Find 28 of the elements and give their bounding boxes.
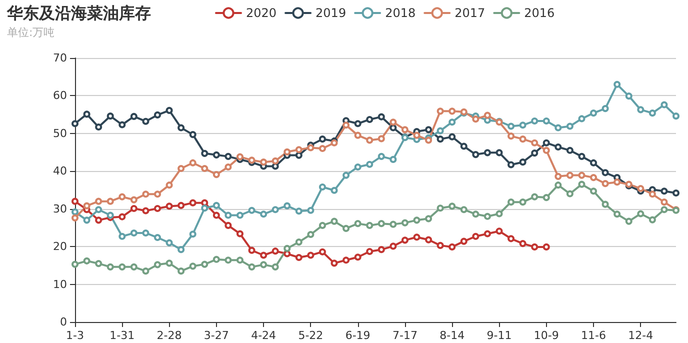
x-tick-label: 3-27 [204, 329, 229, 342]
y-tick-label: 60 [53, 89, 67, 102]
x-tick-label: 8-14 [440, 329, 465, 342]
legend-label: 2018 [385, 6, 416, 20]
x-tick-label: 1-3 [66, 329, 84, 342]
y-tick-label: 40 [53, 164, 67, 178]
chart-subtitle: 单位:万吨 [7, 26, 55, 39]
x-tick-label: 10-9 [534, 329, 559, 342]
x-tick-label: 1-31 [110, 329, 135, 342]
legend-label: 2016 [524, 6, 555, 20]
legend-label: 2017 [454, 6, 486, 20]
x-tick-label: 6-19 [345, 329, 370, 342]
x-tick-label: 9-11 [486, 329, 512, 342]
x-tick-label: 4-24 [251, 329, 276, 342]
legend-label: 2019 [316, 6, 346, 20]
x-tick-label: 5-22 [298, 329, 324, 342]
x-tick-label: 11-6 [581, 329, 606, 342]
y-tick-label: 30 [53, 202, 67, 216]
legend-label: 2020 [246, 6, 277, 20]
x-tick-label: 12-4 [628, 329, 654, 342]
x-tick-label: 7-17 [392, 329, 418, 342]
x-tick-label: 2-28 [156, 329, 182, 342]
y-tick-label: 70 [53, 52, 67, 64]
y-tick-label: 20 [53, 240, 67, 254]
y-tick-label: 0 [60, 316, 67, 328]
y-tick-label: 10 [53, 278, 67, 291]
y-tick-label: 50 [53, 126, 67, 140]
chart-title: 华东及沿海菜油库存 [6, 4, 151, 22]
